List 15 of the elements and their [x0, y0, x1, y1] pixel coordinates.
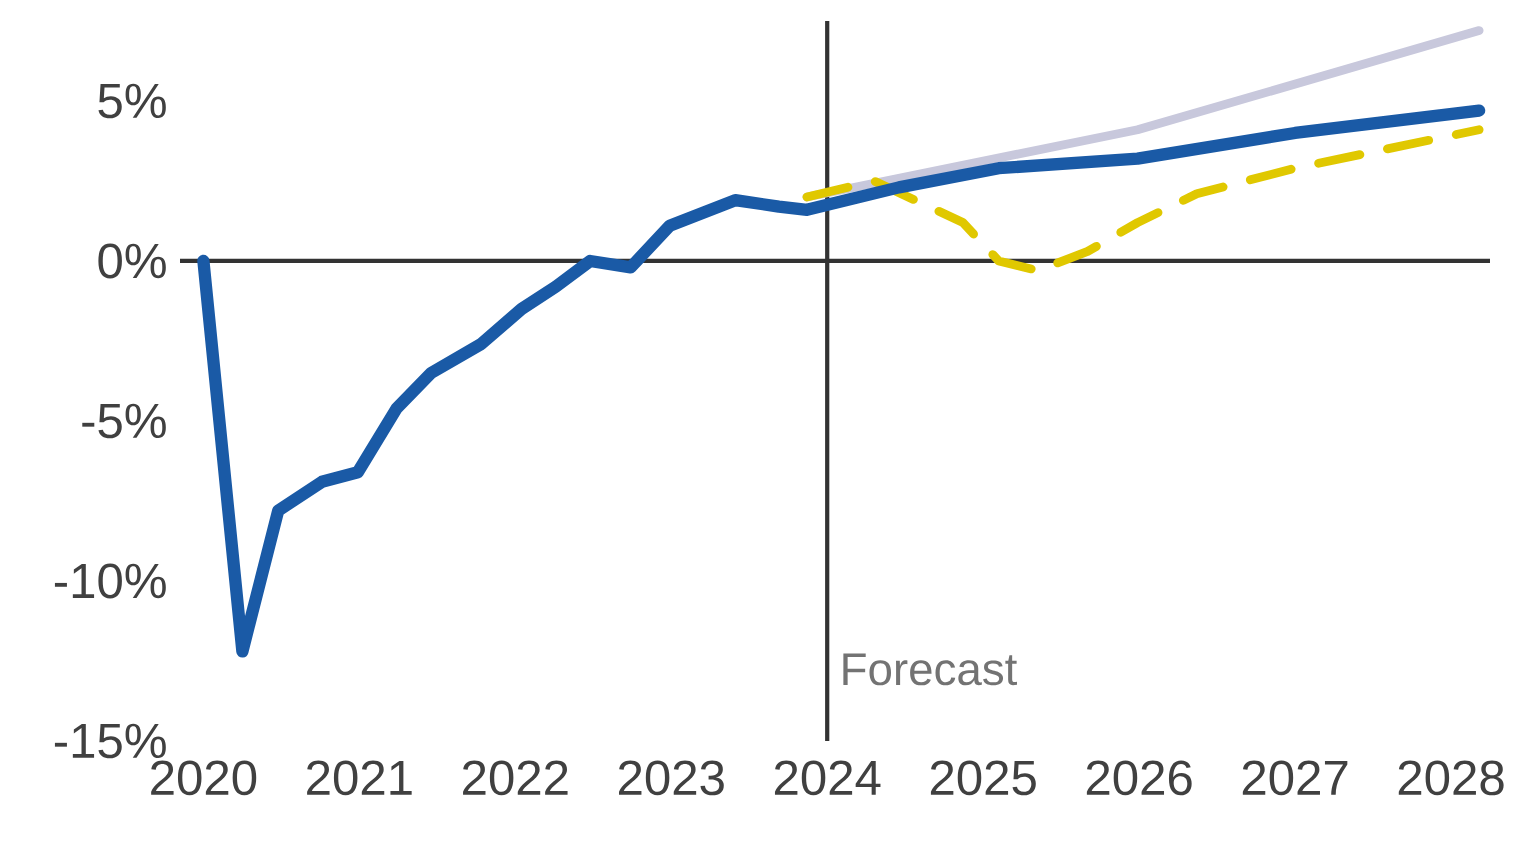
y-tick-label: -15% — [54, 723, 166, 759]
y-tick-label: 0% — [98, 243, 166, 279]
x-tick-label: 2023 — [619, 760, 724, 796]
x-tick-label: 2022 — [463, 760, 568, 796]
x-tick-label: 2021 — [307, 760, 412, 796]
x-tick-label: 2025 — [930, 760, 1036, 796]
x-tick-label: 2020 — [151, 760, 257, 796]
y-tick-label: 5% — [98, 83, 166, 119]
x-tick-label: 2027 — [1242, 760, 1348, 796]
x-tick-label: 2028 — [1398, 760, 1504, 796]
x-tick-label: 2024 — [774, 760, 881, 796]
x-tick-label: 2026 — [1086, 760, 1192, 796]
y-tick-label: -10% — [54, 563, 166, 599]
y-tick-label: -5% — [82, 403, 166, 439]
ref-line-label: Forecast — [843, 653, 1018, 686]
